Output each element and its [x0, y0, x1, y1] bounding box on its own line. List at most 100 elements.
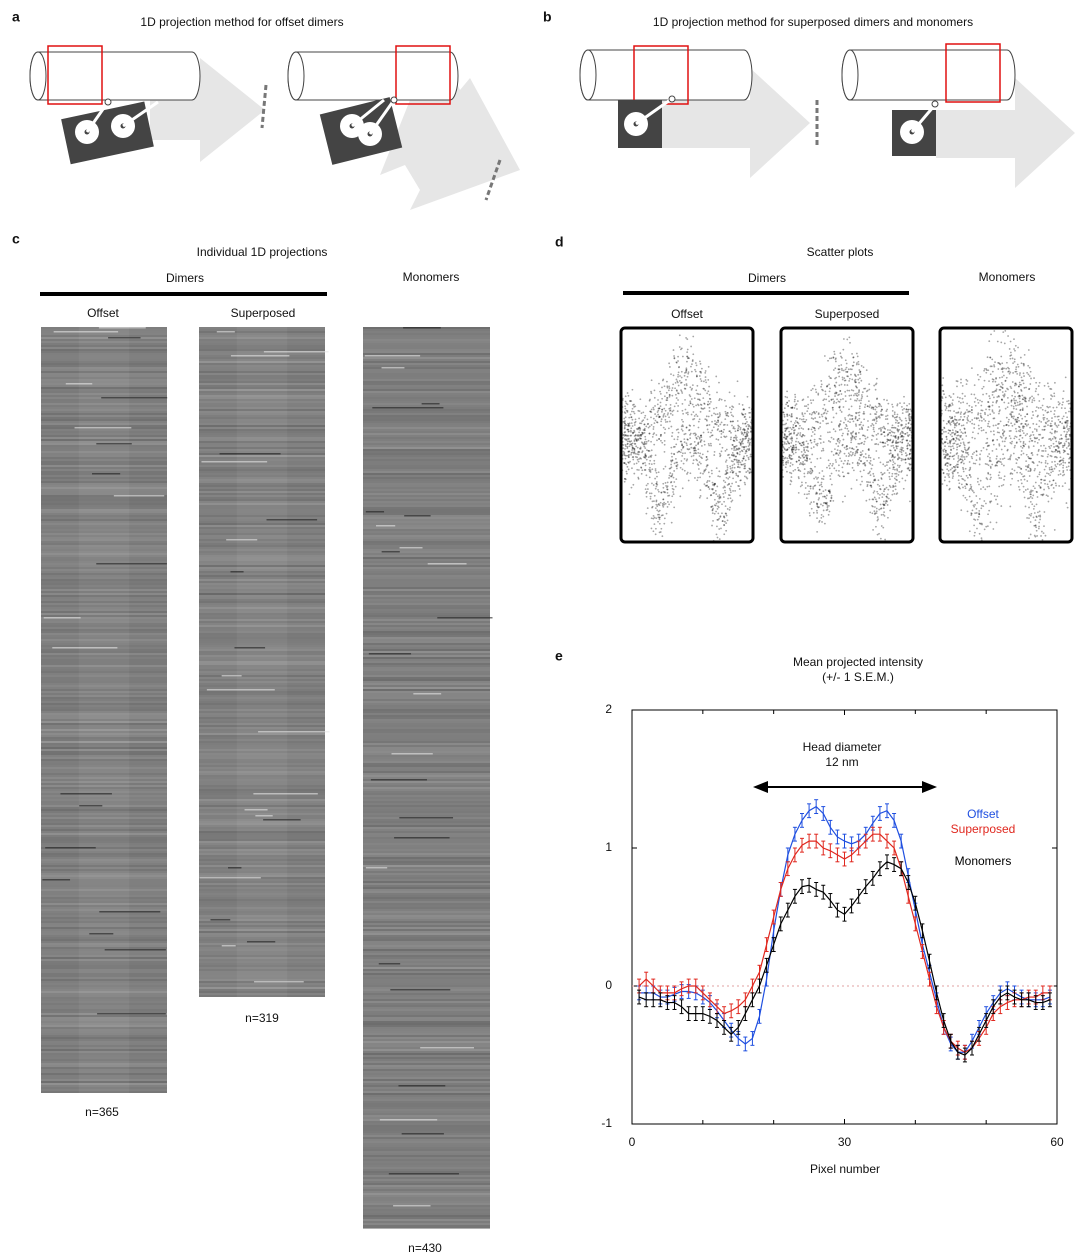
projection-streak — [201, 461, 267, 463]
scatter-dot — [889, 440, 891, 442]
scatter-dot — [868, 455, 870, 457]
projection-row — [41, 529, 167, 531]
scatter-dot — [1007, 335, 1009, 337]
projection-row — [41, 957, 167, 959]
scatter-dot — [657, 504, 659, 506]
scatter-dot — [853, 448, 855, 450]
projection-row — [363, 1221, 490, 1223]
projection-row — [199, 591, 325, 593]
scatter-dot — [721, 512, 723, 514]
projection-row — [41, 609, 167, 611]
scatter-dot — [1024, 387, 1026, 389]
projection-streak — [79, 805, 102, 807]
scatter-dot — [979, 464, 981, 466]
scatter-dot — [893, 486, 895, 488]
scatter-dot — [882, 441, 884, 443]
scatter-dot — [1012, 362, 1014, 364]
scatter-dot — [795, 452, 797, 454]
scatter-dot — [850, 398, 852, 400]
projection-streak — [44, 617, 81, 619]
scatter-dot — [827, 422, 829, 424]
scatter-dot — [816, 531, 818, 533]
projection-row — [199, 683, 325, 685]
scatter-dot — [966, 475, 968, 477]
scatter-dot — [886, 399, 888, 401]
projection-row — [41, 813, 167, 815]
scatter-dot — [711, 470, 713, 472]
projection-row — [41, 493, 167, 495]
projection-row — [199, 841, 325, 843]
projection-row — [363, 981, 490, 983]
projection-row — [363, 769, 490, 771]
scatter-dot — [805, 419, 807, 421]
scatter-dot — [685, 369, 687, 371]
panel-label: b — [543, 9, 552, 25]
projection-row — [363, 591, 490, 593]
scatter-dot — [665, 482, 667, 484]
scatter-dot — [650, 391, 652, 393]
scatter-dot — [744, 432, 746, 434]
scatter-dot — [801, 484, 803, 486]
scatter-dot — [830, 500, 832, 502]
projection-row — [363, 433, 490, 435]
projection-row — [41, 841, 167, 843]
projection-row — [199, 371, 325, 373]
scatter-dot — [872, 506, 874, 508]
projection-row — [363, 501, 490, 503]
projection-row — [41, 433, 167, 435]
scatter-dot — [706, 466, 708, 468]
scatter-dot — [1051, 461, 1053, 463]
projection-row — [41, 963, 167, 965]
scatter-dot — [722, 447, 724, 449]
scatter-dot — [835, 443, 837, 445]
scatter-dot — [946, 438, 948, 440]
scatter-dot — [639, 428, 641, 430]
projection-row — [199, 743, 325, 745]
scatter-dot — [794, 396, 796, 398]
projection-row — [199, 479, 325, 481]
count-label: n=365 — [85, 1105, 119, 1119]
scatter-dot — [1020, 389, 1022, 391]
scatter-dot — [824, 523, 826, 525]
scatter-dot — [730, 438, 732, 440]
projection-row — [199, 975, 325, 977]
scatter-dot — [626, 473, 628, 475]
scatter-dot — [865, 500, 867, 502]
scatter-dot — [747, 396, 749, 398]
scatter-dot — [949, 395, 951, 397]
diagram-a — [30, 46, 520, 210]
projection-row — [199, 673, 325, 675]
projection-row — [41, 513, 167, 515]
scatter-dot — [789, 427, 791, 429]
scatter-dot — [738, 471, 740, 473]
scatter-dot — [1015, 428, 1017, 430]
projection-row — [41, 413, 167, 415]
projection-row — [41, 739, 167, 741]
projection-row — [41, 723, 167, 725]
scatter-dot — [828, 465, 830, 467]
projection-row — [363, 683, 490, 685]
scatter-dot — [853, 470, 855, 472]
projection-row — [41, 565, 167, 567]
scatter-dot — [812, 488, 814, 490]
scatter-dot — [853, 395, 855, 397]
projection-row — [199, 437, 325, 439]
scatter-dot — [883, 507, 885, 509]
projection-row — [199, 777, 325, 779]
projection-row — [363, 691, 490, 693]
projection-row — [41, 1073, 167, 1075]
scatter-dot — [982, 394, 984, 396]
scatter-dot — [820, 484, 822, 486]
projection-row — [41, 1047, 167, 1049]
projection-row — [41, 947, 167, 949]
scatter-dot — [662, 416, 664, 418]
projection-row — [363, 695, 490, 697]
scatter-dot — [989, 474, 991, 476]
scatter-dot — [846, 367, 848, 369]
scatter-dot — [1005, 437, 1007, 439]
projection-row — [363, 1135, 490, 1137]
scatter-dot — [976, 459, 978, 461]
scatter-dot — [824, 502, 826, 504]
projection-row — [363, 1215, 490, 1217]
scatter-dot — [711, 473, 713, 475]
